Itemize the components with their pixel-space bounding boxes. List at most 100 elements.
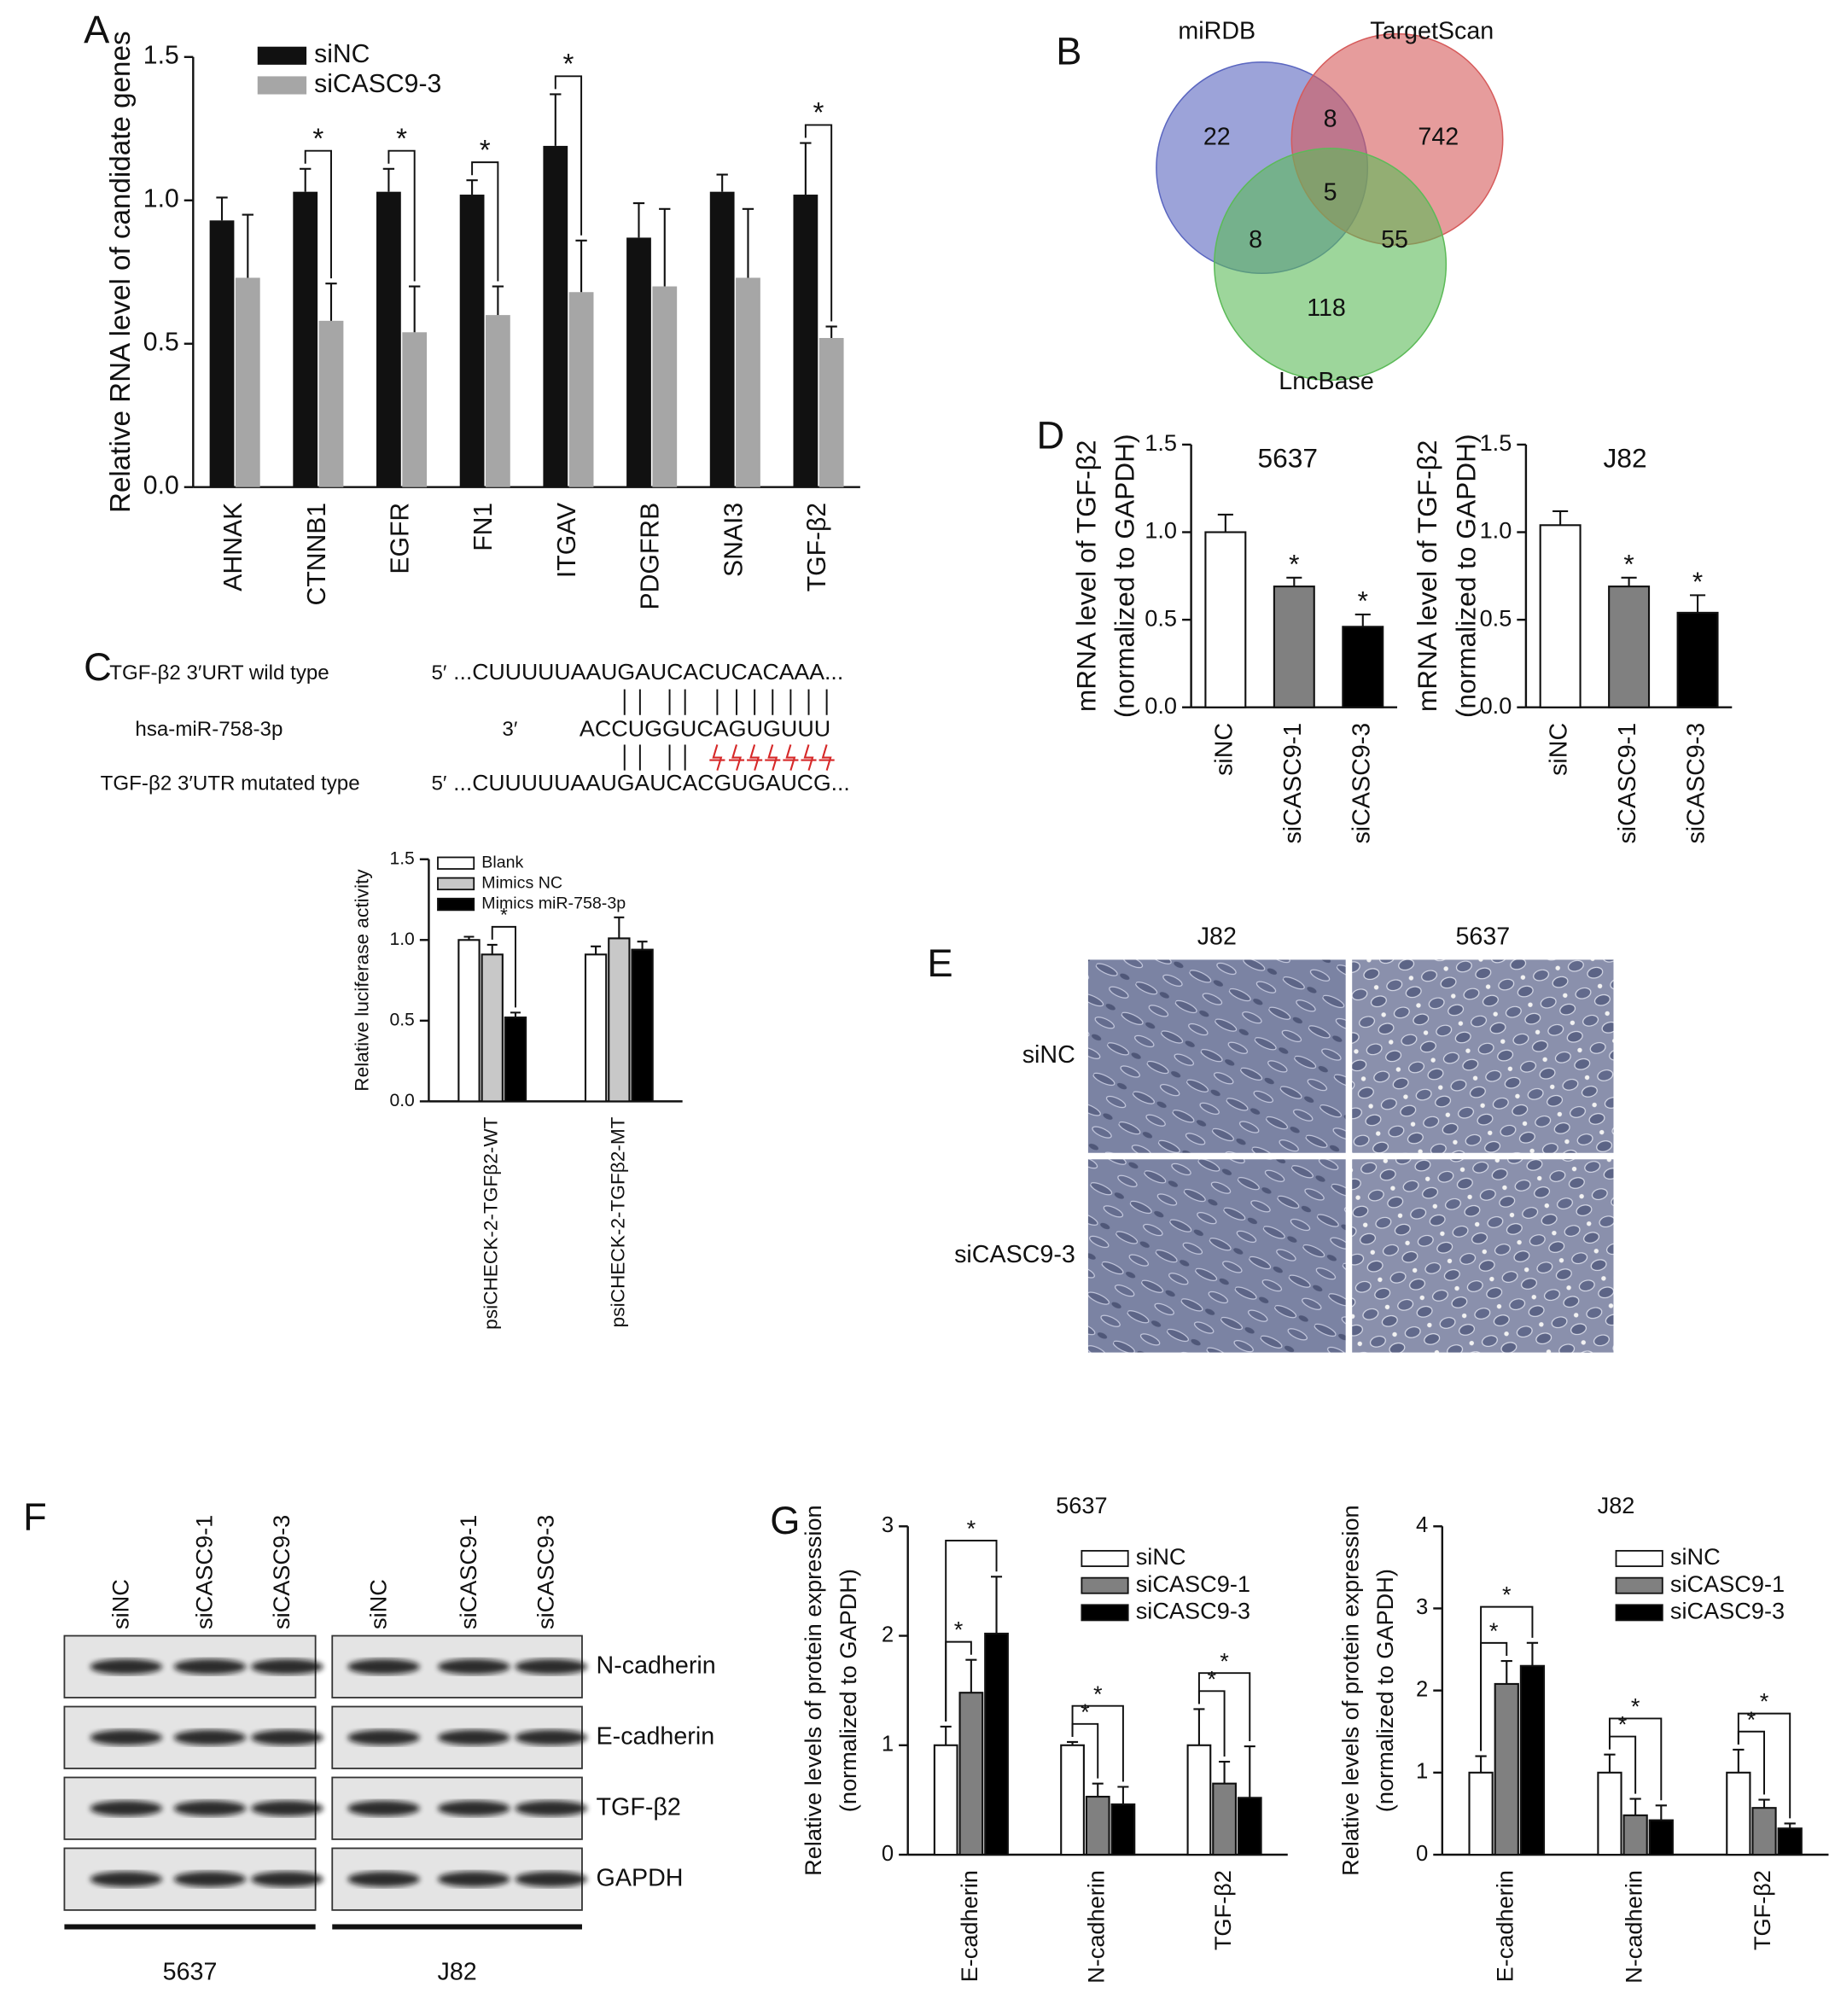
legend-label: siCASC9-3 bbox=[314, 70, 441, 98]
significance-label: * bbox=[500, 905, 508, 926]
significance-bracket bbox=[554, 75, 583, 236]
x-tick-label: N-cadherin bbox=[1082, 1870, 1109, 1984]
y-tick-label: 0.0 bbox=[1480, 692, 1512, 719]
error-bar bbox=[510, 1011, 521, 1018]
error-bar bbox=[965, 1658, 977, 1693]
error-bar bbox=[242, 213, 253, 278]
venn-count: 118 bbox=[1307, 294, 1346, 322]
bar bbox=[1777, 1827, 1803, 1856]
bar bbox=[1622, 1814, 1648, 1856]
y-tick-label: 1.5 bbox=[143, 42, 179, 70]
bar bbox=[504, 1016, 527, 1103]
legend-swatch bbox=[437, 856, 475, 870]
sequence-end: 5′ bbox=[431, 661, 446, 685]
legend-label: Mimics miR-758-3p bbox=[481, 894, 626, 913]
legend-swatch bbox=[1615, 1604, 1663, 1622]
venn-count: 8 bbox=[1324, 105, 1337, 132]
panel-label: B bbox=[1056, 30, 1081, 73]
error-bar bbox=[492, 285, 504, 316]
x-tick-label: PDGFRB bbox=[637, 503, 665, 610]
legend-swatch bbox=[257, 76, 307, 95]
y-tick-label: 0.5 bbox=[389, 1010, 414, 1029]
y-tick-label: 0.0 bbox=[143, 472, 179, 500]
x-tick-label: siCASC9-1 bbox=[1614, 723, 1641, 844]
blot-band bbox=[347, 1871, 420, 1887]
significance-bracket bbox=[1480, 1605, 1534, 1751]
y-tick-label: 0 bbox=[882, 1842, 894, 1866]
error-bar bbox=[1655, 1804, 1667, 1821]
bar bbox=[376, 191, 401, 487]
error-bar bbox=[486, 943, 498, 955]
legend-label: siNC bbox=[1136, 1543, 1186, 1570]
blot-band bbox=[515, 1658, 587, 1675]
y-axis-label: mRNA level of TGF-β2 bbox=[1070, 440, 1101, 713]
significance-label: * bbox=[1289, 549, 1299, 580]
y-axis-label: Relative levels of protein expression bbox=[1337, 1505, 1363, 1875]
lane-label: siNC bbox=[364, 1579, 391, 1629]
group-bar bbox=[64, 1924, 316, 1930]
lane-label: siCASC9-3 bbox=[532, 1515, 558, 1629]
chart-title: 5637 bbox=[1258, 442, 1318, 473]
protein-label: TGF-β2 bbox=[597, 1793, 681, 1821]
blot-band bbox=[515, 1729, 587, 1745]
error-bar bbox=[409, 285, 421, 333]
x-tick-label: TGF-β2 bbox=[803, 503, 831, 591]
legend-label: siNC bbox=[1670, 1543, 1721, 1570]
bar bbox=[1204, 531, 1247, 708]
error-bar bbox=[1117, 1786, 1129, 1805]
panel-label: A bbox=[84, 8, 110, 51]
legend-swatch bbox=[437, 877, 475, 891]
legend-swatch bbox=[1615, 1576, 1663, 1594]
bar bbox=[1110, 1803, 1136, 1856]
y-tick-label: 2 bbox=[882, 1623, 894, 1646]
error-bar bbox=[466, 179, 478, 195]
x-tick-label: siNC bbox=[1210, 723, 1238, 776]
y-axis-label: (normalized to GAPDH) bbox=[1372, 1569, 1398, 1812]
significance-bracket bbox=[1737, 1712, 1791, 1819]
significance-label: * bbox=[954, 1617, 964, 1643]
x-tick-label: siNC bbox=[1546, 723, 1573, 776]
micrograph bbox=[1352, 1159, 1614, 1353]
bar bbox=[1468, 1771, 1494, 1856]
x-tick-label: siCASC9-3 bbox=[1683, 723, 1710, 844]
y-tick-label: 3 bbox=[882, 1513, 894, 1537]
bar bbox=[1597, 1771, 1622, 1856]
chart-title: J82 bbox=[1598, 1492, 1635, 1518]
error-bar bbox=[1758, 1798, 1770, 1809]
significance-label: * bbox=[813, 97, 824, 129]
y-axis-label: (normalized to GAPDH) bbox=[835, 1569, 861, 1812]
mismatch bbox=[747, 744, 763, 771]
bar bbox=[626, 237, 651, 487]
significance-label: * bbox=[1692, 566, 1703, 597]
error-bar bbox=[632, 202, 645, 238]
protein-label: N-cadherin bbox=[597, 1652, 716, 1679]
blot-band bbox=[515, 1800, 587, 1816]
blot-band bbox=[90, 1871, 163, 1887]
mismatch bbox=[783, 744, 799, 771]
panel-label: D bbox=[1037, 413, 1065, 457]
cell-line-label: J82 bbox=[438, 1958, 477, 1985]
bar bbox=[235, 277, 260, 487]
bar bbox=[1494, 1682, 1519, 1856]
blot-band bbox=[437, 1729, 510, 1745]
venn-set bbox=[1214, 148, 1448, 382]
y-tick-label: 1 bbox=[882, 1733, 894, 1757]
significance-label: * bbox=[1207, 1665, 1216, 1692]
significance-label: * bbox=[967, 1515, 976, 1541]
significance-bracket bbox=[1071, 1704, 1124, 1782]
bar bbox=[631, 948, 654, 1103]
error-bar bbox=[742, 207, 754, 278]
y-tick-label: 4 bbox=[1416, 1513, 1428, 1537]
significance-bracket bbox=[304, 149, 332, 279]
error-bar bbox=[1604, 1753, 1616, 1773]
bar bbox=[1273, 586, 1315, 708]
bar bbox=[459, 195, 485, 487]
cell-line-label: 5637 bbox=[163, 1958, 218, 1985]
micrograph bbox=[1087, 959, 1346, 1153]
bar bbox=[1060, 1744, 1085, 1856]
legend-label: siNC bbox=[314, 40, 370, 68]
venn-count: 55 bbox=[1381, 226, 1408, 253]
error-bar bbox=[325, 283, 337, 321]
blot-band bbox=[90, 1658, 163, 1675]
